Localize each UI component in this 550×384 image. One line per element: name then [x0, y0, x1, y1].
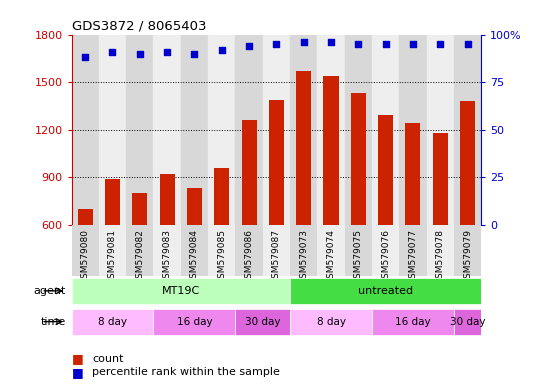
Bar	[99, 35, 126, 225]
Bar	[317, 225, 345, 276]
Text: GSM579086: GSM579086	[245, 229, 254, 284]
Point	[245, 43, 254, 49]
Bar	[99, 225, 126, 276]
Point	[299, 39, 308, 45]
Bar	[296, 71, 311, 225]
Bar	[372, 35, 399, 225]
Text: GSM579078: GSM579078	[436, 229, 445, 284]
Bar	[345, 225, 372, 276]
Text: 16 day: 16 day	[177, 316, 212, 327]
Bar	[372, 309, 454, 334]
Bar	[427, 225, 454, 276]
Bar	[460, 101, 475, 225]
Point	[381, 41, 390, 47]
Text: GSM579076: GSM579076	[381, 229, 390, 284]
Bar	[290, 35, 317, 225]
Bar	[235, 35, 263, 225]
Text: GSM579083: GSM579083	[163, 229, 172, 284]
Bar	[208, 35, 235, 225]
Bar	[72, 35, 99, 225]
Bar	[235, 309, 290, 334]
Text: GSM579080: GSM579080	[81, 229, 90, 284]
Text: 30 day: 30 day	[245, 316, 280, 327]
Bar	[399, 35, 427, 225]
Text: 30 day: 30 day	[450, 316, 485, 327]
Bar	[153, 35, 181, 225]
Bar	[72, 309, 153, 334]
Text: GSM579074: GSM579074	[327, 229, 336, 284]
Bar	[405, 123, 420, 225]
Text: ■: ■	[72, 353, 83, 366]
Point	[463, 41, 472, 47]
Bar	[181, 225, 208, 276]
Bar	[454, 309, 481, 334]
Point	[409, 41, 417, 47]
Text: GSM579075: GSM579075	[354, 229, 363, 284]
Bar	[187, 188, 202, 225]
Bar	[290, 225, 317, 276]
Bar	[72, 278, 290, 304]
Bar	[235, 225, 263, 276]
Bar	[372, 225, 399, 276]
Text: untreated: untreated	[358, 286, 413, 296]
Point	[217, 47, 226, 53]
Bar	[263, 35, 290, 225]
Bar	[160, 174, 174, 225]
Bar	[72, 225, 99, 276]
Bar	[153, 309, 235, 334]
Bar	[323, 76, 338, 225]
Point	[354, 41, 363, 47]
Point	[190, 51, 199, 57]
Bar	[454, 225, 481, 276]
Point	[327, 39, 336, 45]
Bar	[290, 309, 372, 334]
Point	[135, 51, 144, 57]
Bar	[345, 35, 372, 225]
Bar	[317, 35, 345, 225]
Text: GSM579077: GSM579077	[409, 229, 417, 284]
Bar	[214, 168, 229, 225]
Bar	[181, 35, 208, 225]
Bar	[433, 133, 448, 225]
Bar	[427, 35, 454, 225]
Bar	[133, 193, 147, 225]
Bar	[454, 35, 481, 225]
Text: GSM579087: GSM579087	[272, 229, 281, 284]
Bar	[241, 120, 256, 225]
Bar	[208, 225, 235, 276]
Text: percentile rank within the sample: percentile rank within the sample	[92, 367, 280, 377]
Bar	[263, 225, 290, 276]
Text: 8 day: 8 day	[316, 316, 345, 327]
Bar	[126, 35, 153, 225]
Bar	[290, 278, 481, 304]
Point	[108, 49, 117, 55]
Bar	[153, 225, 181, 276]
Text: GSM579079: GSM579079	[463, 229, 472, 284]
Text: 8 day: 8 day	[98, 316, 127, 327]
Text: GSM579084: GSM579084	[190, 229, 199, 284]
Bar	[269, 99, 284, 225]
Text: GSM579085: GSM579085	[217, 229, 226, 284]
Text: ■: ■	[72, 366, 83, 379]
Point	[81, 54, 90, 60]
Bar	[378, 115, 393, 225]
Text: GSM579082: GSM579082	[135, 229, 144, 284]
Point	[163, 49, 172, 55]
Text: GDS3872 / 8065403: GDS3872 / 8065403	[72, 19, 206, 32]
Text: 16 day: 16 day	[395, 316, 431, 327]
Bar	[105, 179, 120, 225]
Bar	[351, 93, 366, 225]
Bar	[126, 225, 153, 276]
Text: time: time	[41, 316, 66, 327]
Text: GSM579073: GSM579073	[299, 229, 308, 284]
Text: MT19C: MT19C	[162, 286, 200, 296]
Point	[436, 41, 444, 47]
Bar	[78, 209, 92, 225]
Bar	[399, 225, 427, 276]
Text: GSM579081: GSM579081	[108, 229, 117, 284]
Text: count: count	[92, 354, 124, 364]
Point	[272, 41, 280, 47]
Text: agent: agent	[34, 286, 66, 296]
